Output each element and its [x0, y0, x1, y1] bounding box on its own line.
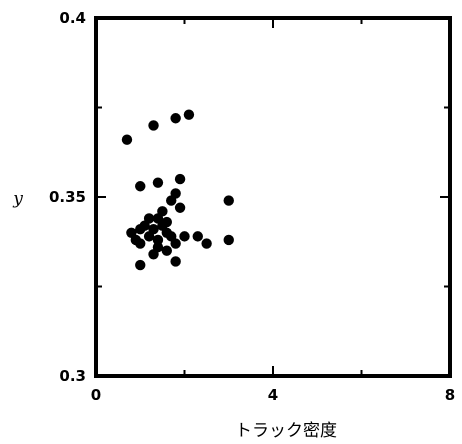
data-point [143, 231, 155, 242]
y-tick-label: 0.4 [59, 9, 86, 27]
x-tick-label: 0 [91, 386, 101, 404]
data-point [135, 238, 146, 249]
y-axis-label: y [12, 189, 23, 209]
data-point [170, 113, 181, 124]
x-axis-label: トラック密度 [235, 421, 337, 441]
data-point [223, 234, 234, 246]
data-point [192, 231, 203, 242]
data-point [170, 256, 181, 267]
data-points [121, 109, 234, 271]
data-point [223, 195, 234, 206]
data-point [135, 259, 146, 271]
x-tick-label: 4 [268, 386, 278, 404]
data-point [174, 173, 186, 185]
data-point [179, 231, 190, 242]
data-point [121, 134, 133, 145]
x-tick-label: 8 [445, 386, 455, 404]
data-point [161, 245, 172, 256]
y-tick-label: 0.35 [49, 188, 86, 206]
data-point [174, 202, 186, 213]
y-tick-label: 0.3 [59, 367, 86, 385]
axis-ticks [96, 18, 450, 376]
data-point [183, 109, 195, 120]
data-point [148, 249, 159, 260]
data-point [166, 195, 177, 206]
tick-labels: 0 4 8 0.3 0.35 0.4 [49, 9, 455, 404]
data-point [170, 238, 181, 249]
plot-frame [94, 16, 452, 378]
data-point [201, 238, 212, 249]
data-point [152, 177, 164, 188]
data-point [148, 120, 159, 131]
data-point [135, 224, 146, 235]
data-point [152, 234, 164, 246]
data-point [135, 181, 146, 192]
